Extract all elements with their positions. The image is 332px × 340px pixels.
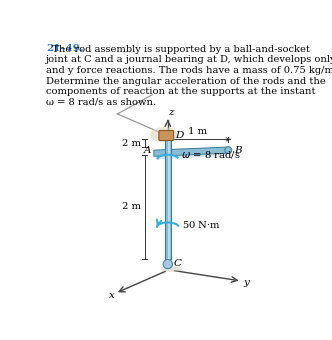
- Text: and y force reactions. The rods have a mass of 0.75 kg/m.: and y force reactions. The rods have a m…: [46, 66, 332, 75]
- FancyBboxPatch shape: [159, 131, 174, 140]
- Text: y: y: [244, 278, 250, 287]
- Text: components of reaction at the supports at the instant: components of reaction at the supports a…: [46, 87, 316, 96]
- Ellipse shape: [161, 266, 183, 272]
- Text: D: D: [175, 131, 183, 140]
- Circle shape: [225, 147, 232, 154]
- Text: C: C: [174, 259, 182, 268]
- Text: Determine the angular acceleration of the rods and the: Determine the angular acceleration of th…: [46, 76, 326, 86]
- Text: x: x: [109, 291, 115, 300]
- Text: z: z: [169, 108, 174, 117]
- Polygon shape: [154, 147, 228, 156]
- Text: A: A: [144, 146, 151, 155]
- Text: The rod assembly is supported by a ball-and-socket: The rod assembly is supported by a ball-…: [46, 45, 310, 54]
- Text: 2 m: 2 m: [122, 202, 141, 211]
- Text: 2 m: 2 m: [122, 139, 141, 148]
- Ellipse shape: [150, 127, 178, 142]
- Circle shape: [163, 259, 173, 269]
- Text: B: B: [234, 146, 241, 155]
- Text: 50 N$\cdot$m: 50 N$\cdot$m: [182, 219, 221, 230]
- Text: ω = 8 rad/s as shown.: ω = 8 rad/s as shown.: [46, 98, 156, 107]
- Text: 21–49.: 21–49.: [46, 44, 84, 53]
- Text: $\omega$ = 8 rad/s: $\omega$ = 8 rad/s: [181, 149, 241, 160]
- Text: 1 m: 1 m: [189, 127, 208, 136]
- Polygon shape: [155, 154, 227, 159]
- Polygon shape: [165, 137, 171, 259]
- Text: joint at C and a journal bearing at D, which develops only x: joint at C and a journal bearing at D, w…: [46, 55, 332, 64]
